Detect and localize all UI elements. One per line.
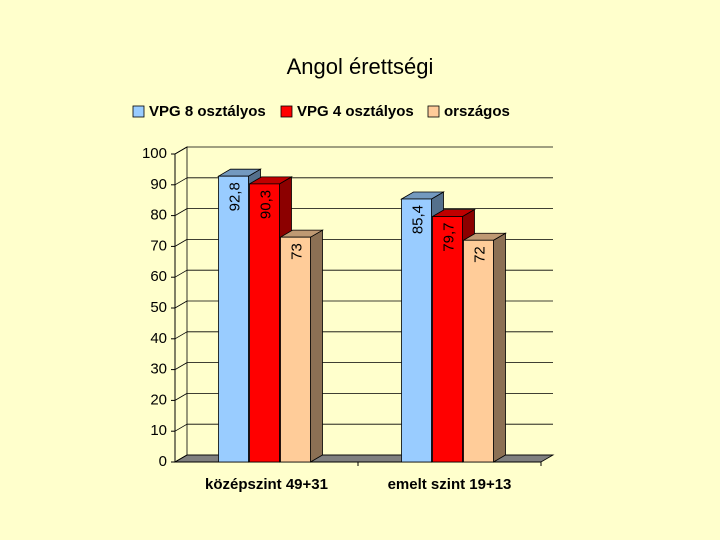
value-label: 73: [288, 243, 305, 260]
bar: [462, 232, 507, 463]
grid-line: [174, 269, 188, 278]
bar: [279, 229, 324, 463]
bar-front: [218, 175, 249, 463]
y-tick-label: 100: [142, 145, 167, 162]
value-label: 85,4: [409, 205, 426, 234]
x-tick-label: emelt szint 19+13: [388, 476, 512, 493]
y-tick-label: 10: [150, 422, 167, 439]
grid-line: [174, 393, 188, 401]
bar-side: [493, 232, 506, 463]
y-tick-label: 90: [150, 176, 167, 193]
y-tick-label: 80: [150, 207, 167, 224]
bar-front: [249, 183, 280, 463]
grid-line: [174, 146, 188, 155]
bar-front: [401, 198, 432, 463]
y-tick-label: 40: [150, 330, 167, 347]
bar-side: [310, 229, 323, 463]
value-label: 72: [471, 246, 488, 263]
y-tick-label: 30: [150, 361, 167, 378]
bar-front: [463, 239, 494, 463]
bar-front: [280, 236, 311, 463]
y-tick-label: 70: [150, 237, 167, 254]
legend-swatch: [427, 105, 440, 118]
value-label: 79,7: [440, 223, 457, 252]
legend-label: országos: [444, 103, 510, 120]
y-tick-label: 60: [150, 268, 167, 285]
grid-line: [174, 239, 188, 247]
y-tick-label: 20: [150, 391, 167, 408]
grid-line: [174, 300, 188, 309]
grid-line: [174, 423, 188, 432]
x-tick-label: középszint 49+31: [205, 476, 328, 493]
legend-swatch: [280, 105, 293, 118]
value-label: 92,8: [226, 182, 243, 211]
y-tick-label: 50: [150, 299, 167, 316]
grid-line: [174, 454, 188, 463]
legend-swatch: [132, 105, 145, 118]
bar-front: [432, 216, 463, 463]
grid-line: [174, 362, 188, 370]
grid-line: [174, 208, 188, 216]
chart-title: Angol érettségi: [287, 54, 434, 79]
grid-line: [174, 331, 188, 340]
legend-label: VPG 8 osztályos: [149, 103, 266, 120]
value-label: 90,3: [257, 190, 274, 219]
y-tick-label: 0: [159, 453, 167, 470]
legend-label: VPG 4 osztályos: [297, 103, 414, 120]
grid-line: [174, 177, 188, 186]
